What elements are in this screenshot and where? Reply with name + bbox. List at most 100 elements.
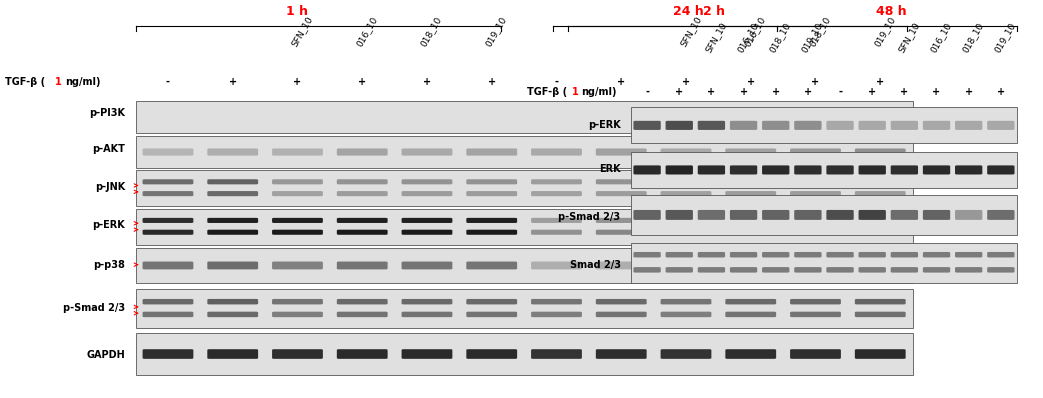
FancyBboxPatch shape xyxy=(891,252,918,258)
FancyBboxPatch shape xyxy=(665,166,693,174)
FancyBboxPatch shape xyxy=(725,191,776,196)
FancyBboxPatch shape xyxy=(633,121,661,130)
FancyBboxPatch shape xyxy=(987,210,1015,220)
FancyBboxPatch shape xyxy=(272,218,323,223)
Text: p-PI3K: p-PI3K xyxy=(89,108,125,119)
Text: 019_10: 019_10 xyxy=(872,14,897,48)
FancyBboxPatch shape xyxy=(725,218,776,223)
FancyBboxPatch shape xyxy=(337,349,388,359)
FancyBboxPatch shape xyxy=(337,191,388,196)
Text: +: + xyxy=(811,76,820,87)
FancyBboxPatch shape xyxy=(402,312,453,317)
Text: p-Smad 2/3: p-Smad 2/3 xyxy=(558,212,621,222)
FancyBboxPatch shape xyxy=(402,218,453,223)
FancyBboxPatch shape xyxy=(337,179,388,184)
FancyBboxPatch shape xyxy=(143,261,193,269)
FancyBboxPatch shape xyxy=(987,252,1015,258)
Text: SFN_10: SFN_10 xyxy=(290,14,314,48)
FancyBboxPatch shape xyxy=(730,210,757,220)
FancyBboxPatch shape xyxy=(955,252,983,258)
FancyBboxPatch shape xyxy=(402,179,453,184)
FancyBboxPatch shape xyxy=(660,218,711,223)
FancyBboxPatch shape xyxy=(402,148,453,156)
Text: p-p38: p-p38 xyxy=(93,259,125,270)
Text: p-AKT: p-AKT xyxy=(92,144,125,154)
FancyBboxPatch shape xyxy=(891,210,918,220)
Text: +: + xyxy=(707,86,715,97)
FancyBboxPatch shape xyxy=(855,148,905,156)
FancyBboxPatch shape xyxy=(791,179,841,184)
Text: +: + xyxy=(868,86,876,97)
FancyBboxPatch shape xyxy=(337,299,388,304)
Text: SFN_10: SFN_10 xyxy=(704,20,728,54)
FancyBboxPatch shape xyxy=(272,299,323,304)
FancyBboxPatch shape xyxy=(660,299,711,304)
FancyBboxPatch shape xyxy=(826,121,854,130)
FancyBboxPatch shape xyxy=(725,148,776,156)
FancyBboxPatch shape xyxy=(531,261,582,269)
FancyBboxPatch shape xyxy=(987,121,1015,130)
FancyBboxPatch shape xyxy=(855,349,905,359)
FancyBboxPatch shape xyxy=(858,210,886,220)
FancyBboxPatch shape xyxy=(855,299,905,304)
FancyBboxPatch shape xyxy=(337,312,388,317)
FancyBboxPatch shape xyxy=(725,179,776,184)
FancyBboxPatch shape xyxy=(855,191,905,196)
Bar xyxy=(136,333,913,375)
Bar xyxy=(136,136,913,168)
FancyBboxPatch shape xyxy=(143,179,193,184)
FancyBboxPatch shape xyxy=(923,121,950,130)
FancyBboxPatch shape xyxy=(402,191,453,196)
Text: 1: 1 xyxy=(55,76,62,87)
Text: ng/ml): ng/ml) xyxy=(65,76,100,87)
FancyBboxPatch shape xyxy=(791,261,841,269)
FancyBboxPatch shape xyxy=(725,349,776,359)
Text: +: + xyxy=(739,86,748,97)
FancyBboxPatch shape xyxy=(633,267,661,273)
Text: +: + xyxy=(617,76,626,87)
FancyBboxPatch shape xyxy=(660,261,711,269)
Bar xyxy=(631,195,1017,235)
FancyBboxPatch shape xyxy=(858,166,886,174)
FancyBboxPatch shape xyxy=(337,230,388,235)
FancyBboxPatch shape xyxy=(665,267,693,273)
Text: +: + xyxy=(900,86,908,97)
FancyBboxPatch shape xyxy=(660,349,711,359)
Text: +: + xyxy=(932,86,941,97)
Text: -: - xyxy=(645,86,649,97)
Text: ng/ml): ng/ml) xyxy=(581,86,616,97)
Text: p-Smad 2/3: p-Smad 2/3 xyxy=(63,303,125,314)
Text: ERK: ERK xyxy=(599,164,621,174)
FancyBboxPatch shape xyxy=(596,148,647,156)
FancyBboxPatch shape xyxy=(633,252,661,258)
FancyBboxPatch shape xyxy=(208,261,258,269)
FancyBboxPatch shape xyxy=(794,166,822,174)
FancyBboxPatch shape xyxy=(855,230,905,235)
Text: p-JNK: p-JNK xyxy=(95,182,125,192)
FancyBboxPatch shape xyxy=(923,166,950,174)
FancyBboxPatch shape xyxy=(143,148,193,156)
FancyBboxPatch shape xyxy=(730,267,757,273)
Text: 016_10: 016_10 xyxy=(928,20,953,54)
FancyBboxPatch shape xyxy=(402,299,453,304)
Text: SFN_10: SFN_10 xyxy=(897,20,921,54)
FancyBboxPatch shape xyxy=(665,252,693,258)
FancyBboxPatch shape xyxy=(826,166,854,174)
FancyBboxPatch shape xyxy=(858,252,886,258)
FancyBboxPatch shape xyxy=(208,218,258,223)
FancyBboxPatch shape xyxy=(725,261,776,269)
Text: TGF-β (: TGF-β ( xyxy=(5,76,45,87)
Text: +: + xyxy=(804,86,811,97)
FancyBboxPatch shape xyxy=(466,148,517,156)
Text: +: + xyxy=(293,76,301,87)
Text: +: + xyxy=(965,86,973,97)
Text: 48 h: 48 h xyxy=(876,6,907,18)
FancyBboxPatch shape xyxy=(143,349,193,359)
FancyBboxPatch shape xyxy=(762,121,790,130)
FancyBboxPatch shape xyxy=(143,191,193,196)
FancyBboxPatch shape xyxy=(337,218,388,223)
FancyBboxPatch shape xyxy=(826,252,854,258)
FancyBboxPatch shape xyxy=(143,230,193,235)
FancyBboxPatch shape xyxy=(208,148,258,156)
Text: 1: 1 xyxy=(572,86,578,97)
